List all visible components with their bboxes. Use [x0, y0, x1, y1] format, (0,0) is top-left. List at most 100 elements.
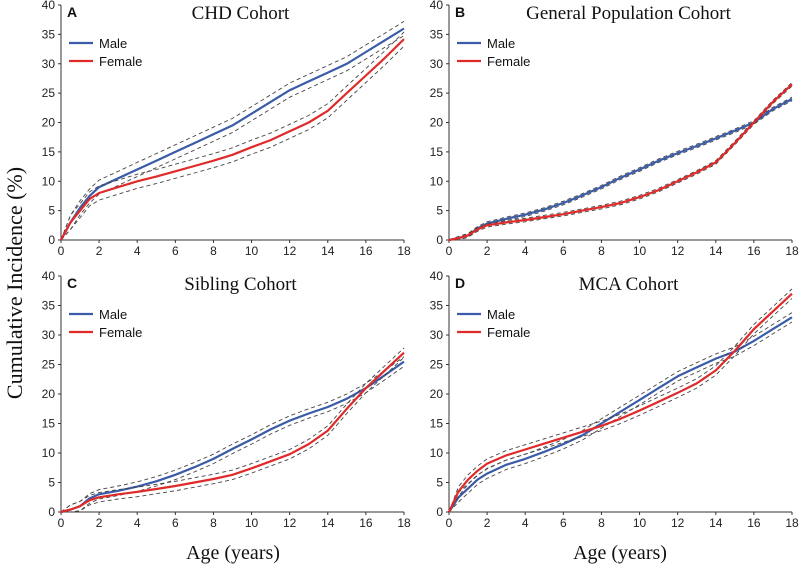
female-ci-lower — [449, 85, 793, 241]
x-tick-label: 14 — [321, 516, 335, 530]
legend-label-male: Male — [487, 36, 515, 51]
male-ci-upper — [60, 21, 405, 241]
y-tick-label: 40 — [42, 0, 56, 12]
x-tick-label: 2 — [96, 516, 103, 530]
male-ci-lower — [61, 365, 405, 513]
x-tick-label: 16 — [747, 244, 761, 258]
x-tick-label: 10 — [633, 516, 647, 530]
panel-title: MCA Cohort — [579, 274, 679, 295]
y-tick-label: 10 — [42, 174, 56, 188]
female-ci-upper — [448, 288, 793, 513]
panel-a: 0 5 10 15 20 25 30 35 40 0 2 4 6 8 10 12 14 16 18 A CHD Coho… — [42, 0, 411, 258]
x-tick-label: 4 — [522, 516, 529, 530]
x-tick-label: 2 — [484, 244, 491, 258]
y-tick-label: 15 — [42, 417, 56, 431]
x-tick-label: 0 — [446, 516, 453, 530]
x-tick-label: 4 — [134, 516, 141, 530]
panel-d: 0 5 10 15 20 25 30 35 40 0 2 4 6 8 10 12 14 16 18 D MCA Coho… — [430, 269, 799, 530]
y-tick-label: 25 — [42, 358, 56, 372]
x-tick-label: 8 — [210, 516, 217, 530]
panel-letter: A — [67, 4, 77, 20]
male-ci-upper — [448, 96, 793, 241]
y-tick-label: 10 — [430, 446, 444, 460]
male-series-line — [60, 27, 405, 241]
y-tick-label: 40 — [430, 269, 444, 283]
panel-b: 0 5 10 15 20 25 30 35 40 0 2 4 6 8 10 12 14 16 18 B General … — [430, 0, 799, 258]
female-ci-upper — [60, 31, 405, 241]
male-ci-lower — [60, 35, 405, 241]
y-tick-label: 15 — [42, 145, 56, 159]
x-tick-label: 16 — [359, 516, 373, 530]
x-axis-label-left: Age (years) — [186, 542, 280, 564]
x-tick-label: 8 — [598, 244, 605, 258]
x-tick-label: 2 — [96, 244, 103, 258]
x-tick-label: 2 — [484, 516, 491, 530]
y-tick-label: 25 — [430, 358, 444, 372]
female-ci-upper — [60, 347, 405, 513]
y-tick-label: 5 — [48, 476, 55, 490]
y-tick-label: 25 — [42, 86, 56, 100]
y-tick-label: 0 — [48, 505, 55, 519]
female-series-line — [60, 351, 405, 514]
y-tick-label: 20 — [430, 116, 444, 130]
y-tick-label: 30 — [42, 328, 56, 342]
panel-letter: D — [455, 275, 465, 291]
x-tick-label: 18 — [397, 244, 411, 258]
x-tick-label: 10 — [245, 244, 259, 258]
x-tick-label: 4 — [134, 244, 141, 258]
y-tick-label: 35 — [430, 27, 444, 41]
male-series-line — [448, 316, 793, 513]
y-tick-label: 35 — [42, 299, 56, 313]
y-tick-label: 5 — [436, 204, 443, 218]
legend-label-female: Female — [99, 54, 142, 69]
female-ci-upper — [448, 82, 793, 241]
x-tick-label: 4 — [522, 244, 529, 258]
x-tick-label: 12 — [283, 244, 297, 258]
female-series-line — [448, 292, 793, 513]
y-tick-label: 10 — [430, 174, 444, 188]
panel-c: 0 5 10 15 20 25 30 35 40 0 2 4 6 8 10 12 14 16 18 C Sibling … — [42, 269, 411, 530]
x-tick-label: 10 — [245, 516, 259, 530]
male-series-line — [448, 98, 793, 242]
y-tick-label: 5 — [436, 476, 443, 490]
x-tick-label: 6 — [560, 244, 567, 258]
x-tick-label: 18 — [397, 516, 411, 530]
male-ci-lower — [449, 100, 793, 241]
x-tick-label: 18 — [785, 516, 799, 530]
x-tick-label: 14 — [321, 244, 335, 258]
y-tick-label: 35 — [430, 299, 444, 313]
panel-title: CHD Cohort — [192, 3, 290, 24]
x-tick-label: 18 — [785, 244, 799, 258]
x-tick-label: 12 — [671, 244, 685, 258]
female-series-line — [60, 38, 405, 241]
legend-label-female: Female — [99, 325, 142, 340]
y-tick-label: 0 — [436, 505, 443, 519]
male-ci-lower — [448, 321, 793, 513]
panel-title: General Population Cohort — [526, 3, 731, 24]
female-ci-lower — [60, 45, 405, 241]
x-tick-label: 6 — [560, 516, 567, 530]
x-tick-label: 12 — [283, 516, 297, 530]
x-tick-label: 6 — [172, 244, 179, 258]
female-ci-lower — [448, 298, 793, 513]
female-ci-lower — [61, 357, 405, 513]
x-tick-label: 0 — [446, 244, 453, 258]
y-tick-label: 5 — [48, 204, 55, 218]
male-ci-upper — [60, 356, 405, 513]
legend-label-female: Female — [487, 325, 530, 340]
x-tick-label: 6 — [172, 516, 179, 530]
x-tick-label: 10 — [633, 244, 647, 258]
y-tick-label: 25 — [430, 86, 444, 100]
y-tick-label: 30 — [430, 57, 444, 71]
panel-title: Sibling Cohort — [184, 274, 297, 295]
y-tick-label: 40 — [42, 269, 56, 283]
x-axis-label-right: Age (years) — [573, 542, 667, 564]
y-tick-label: 15 — [430, 145, 444, 159]
y-tick-label: 30 — [430, 328, 444, 342]
legend-label-male: Male — [99, 307, 127, 322]
x-tick-label: 12 — [671, 516, 685, 530]
y-tick-label: 20 — [42, 387, 56, 401]
y-tick-label: 20 — [42, 116, 56, 130]
